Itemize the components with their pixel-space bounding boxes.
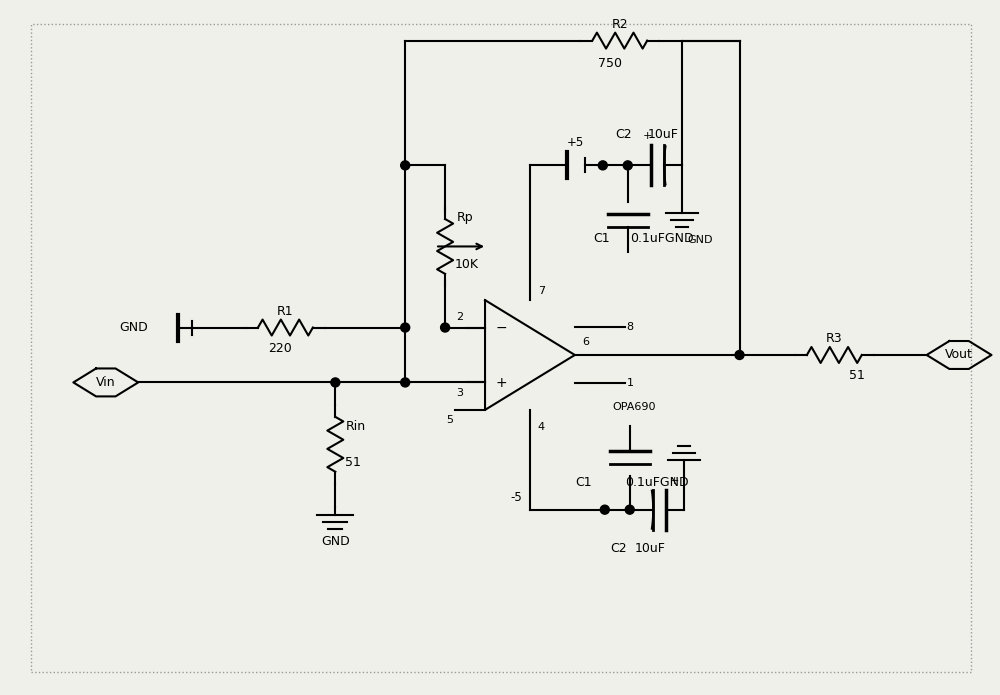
Text: C1: C1 <box>593 232 609 245</box>
Text: Rin: Rin <box>345 420 365 433</box>
Text: 51: 51 <box>849 369 865 382</box>
Circle shape <box>600 505 609 514</box>
Text: C1: C1 <box>575 476 591 489</box>
Text: 8: 8 <box>627 322 634 332</box>
Text: 2: 2 <box>456 311 463 322</box>
Text: C2: C2 <box>610 541 626 555</box>
Text: Rp: Rp <box>457 211 474 224</box>
Text: GND: GND <box>687 235 713 245</box>
Circle shape <box>331 378 340 387</box>
Text: 6: 6 <box>582 337 589 347</box>
Text: GND: GND <box>321 534 350 548</box>
Text: 7: 7 <box>538 286 545 296</box>
Text: -5: -5 <box>510 491 522 504</box>
Text: 10K: 10K <box>455 259 479 272</box>
Text: $+$: $+$ <box>495 377 507 391</box>
Text: 4: 4 <box>538 422 545 432</box>
Text: 220: 220 <box>269 341 292 354</box>
Circle shape <box>625 505 634 514</box>
Text: 10uF: 10uF <box>648 129 679 141</box>
Text: $-$: $-$ <box>495 320 507 334</box>
Text: Vout: Vout <box>945 348 973 361</box>
Circle shape <box>441 323 450 332</box>
Text: R1: R1 <box>277 304 294 318</box>
Text: R3: R3 <box>826 332 843 345</box>
Text: 1: 1 <box>627 378 634 388</box>
Circle shape <box>735 350 744 359</box>
Text: +5: +5 <box>567 136 584 149</box>
Text: 10uF: 10uF <box>635 541 666 555</box>
Text: 3: 3 <box>456 389 463 398</box>
Text: 0.1uFGND: 0.1uFGND <box>630 232 693 245</box>
Circle shape <box>598 161 607 170</box>
Text: +: + <box>670 475 680 486</box>
Text: +: + <box>643 131 652 141</box>
Text: 5: 5 <box>447 415 454 425</box>
Text: R2: R2 <box>611 17 628 31</box>
Text: 0.1uFGND: 0.1uFGND <box>625 476 688 489</box>
Circle shape <box>401 161 410 170</box>
Text: 51: 51 <box>345 456 361 468</box>
Text: C2: C2 <box>615 129 631 141</box>
Text: 750: 750 <box>598 56 622 70</box>
Circle shape <box>623 161 632 170</box>
Circle shape <box>401 323 410 332</box>
Text: Vin: Vin <box>96 376 116 389</box>
Text: OPA690: OPA690 <box>613 402 656 412</box>
Text: GND: GND <box>119 321 148 334</box>
Circle shape <box>401 378 410 387</box>
